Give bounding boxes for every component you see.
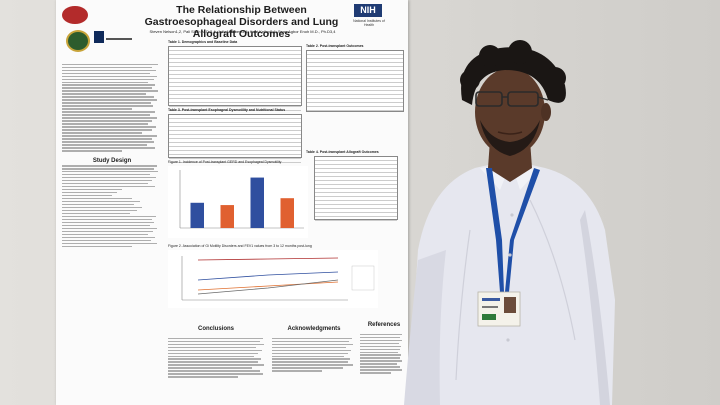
face [475, 68, 545, 156]
bar-1 [220, 205, 234, 228]
figure1-caption: Figure 1. Incidence of Post-transplant G… [168, 160, 282, 164]
bar-2 [250, 177, 264, 228]
references-heading: References [367, 322, 401, 328]
poster-header: The Relationship Between Gastroesophagea… [56, 0, 408, 52]
table4-title: Table 4. Post-transplant Allograft Outco… [306, 150, 379, 154]
poster-title: The Relationship Between Gastroesophagea… [144, 4, 339, 40]
abstract-text [62, 63, 162, 152]
conclusions-text [168, 336, 268, 379]
research-poster: The Relationship Between Gastroesophagea… [56, 0, 408, 405]
college-logo-icon [62, 6, 88, 24]
shirt [408, 160, 615, 405]
poster-authors: Steven Nelson1,2, Pali Shah M.D.3,4, Jol… [149, 29, 336, 34]
table3-title: Table 3. Post-transplant Esophageal Dysm… [168, 108, 286, 112]
table4 [314, 156, 398, 221]
university-logo-icon [94, 30, 134, 44]
table1 [168, 46, 302, 115]
glasses-icon [475, 91, 503, 107]
acknowledgments-text [272, 336, 356, 373]
study-design-heading: Study Design [92, 157, 132, 164]
table2-title: Table 2. Post-transplant Outcomes [306, 44, 364, 48]
conclusions-heading: Conclusions [197, 326, 234, 332]
bar-0 [190, 202, 204, 228]
bar-3 [280, 198, 294, 228]
abstract-column: Study Design [62, 62, 162, 249]
references-text [360, 332, 404, 375]
table2 [306, 50, 404, 112]
figure2-caption: Figure 2. Association of Gi Motility Dis… [168, 244, 312, 248]
hospital-seal-icon [66, 30, 90, 52]
lanyard [486, 168, 504, 292]
study-design-text [62, 165, 162, 248]
nih-subtitle: National Institutes of Health [353, 19, 385, 27]
figure1-bar-chart [168, 166, 308, 238]
nih-logo: NIH [354, 4, 382, 17]
table1-title: Table 1. Demographics and Baseline Data [168, 40, 238, 44]
figure2-line-chart [168, 250, 378, 308]
acknowledgments-heading: Acknowledgments [287, 326, 341, 332]
table3 [168, 114, 302, 163]
